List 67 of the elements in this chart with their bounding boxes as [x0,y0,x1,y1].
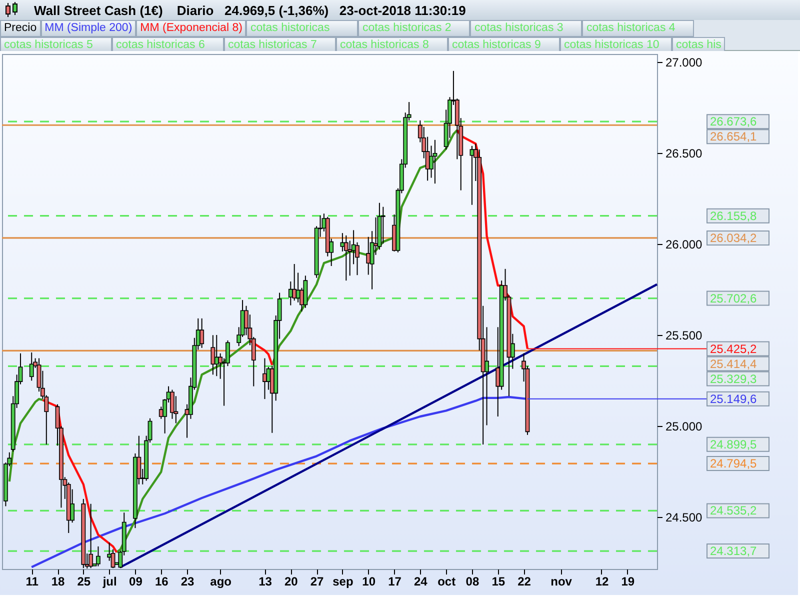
ref-line-label: 25.414,4 [710,356,758,371]
candlestick [88,503,94,569]
text: cotas historicas 3 [470,20,582,37]
candlestick [292,264,297,302]
x-tick-label: 16 [154,574,169,588]
x-tick-label: 19 [621,574,635,588]
candlestick [344,234,348,282]
x-tick-label: 11 [26,574,39,588]
ref-line-label: 26.155,8 [710,208,758,223]
text: cotas historicas 8 [336,37,448,54]
ref-line-label: 26.034,2 [710,230,758,245]
ref-line-label: 26.654,1 [710,130,758,144]
text: cotas his [672,37,726,54]
x-tick-label: 10 [362,574,376,588]
x-tick-label: oct [438,574,456,588]
x-tick-label: 22 [518,574,532,588]
text: cotas historicas 2 [358,20,470,37]
y-tick-label: 26.000 [666,238,703,252]
x-tick-label: 25 [77,574,91,588]
ref-line-label: 24.313,7 [710,544,758,558]
x-tick-label: 12 [595,574,609,588]
x-tick-label: nov [550,574,572,588]
y-tick-label: 27.000 [666,56,703,70]
x-tick-label: ago [210,574,232,588]
candlestick [366,236,371,276]
text: cotas historicas 10 [560,37,672,54]
ref-line-label: 24.535,2 [710,504,758,518]
chart-title: Wall Street Cash (1€) [34,2,163,18]
ref-line-label: 25.329,3 [710,372,758,386]
annotation: 25.149,6 [710,392,758,406]
text: cotas historicas 5 [0,37,112,54]
x-tick-label: 20 [284,574,298,588]
candlestick [200,318,204,348]
ref-line-label: 26.673,6 [710,114,758,129]
x-tick-label: 24 [414,574,428,588]
annotation: 25.425,2 [710,342,758,356]
x-tick-label: 18 [51,574,66,588]
text: cotas historicas 7 [224,37,336,54]
ref-line-label: 24.899,5 [710,437,758,452]
candlestick [170,389,174,420]
x-tick-label: 17 [388,574,402,588]
legend-label: MM (Simple 200) [40,20,136,37]
ref-line-label: 24.794,5 [710,456,758,471]
chart-subtitle: Diario 24.969,5 (-1,36%) 23-oct-2018 11:30:19 [176,2,466,18]
x-tick-label: 27 [310,574,324,588]
x-tick-label: 15 [492,574,506,588]
text: cotas historicas 4 [582,20,694,37]
x-tick-label: sep [332,574,354,588]
text: cotas historicas [246,20,358,37]
x-tick-label: 23 [180,574,195,588]
y-tick-label: 25.500 [666,328,703,343]
text: cotas historicas 6 [112,37,224,54]
x-tick-label: 09 [129,574,143,588]
y-tick-label: 25.000 [666,420,703,434]
candlestick [484,326,489,426]
text: Precio [0,20,41,37]
text: MM (Exponencial 8) [136,20,246,37]
text: cotas historicas 9 [448,37,560,54]
candlestick [29,352,34,382]
candlestick [96,546,100,567]
x-tick-label: 08 [466,574,480,588]
y-tick-label: 24.500 [666,510,703,525]
x-tick-label: 13 [258,574,272,588]
candlestick [210,334,216,376]
y-tick-label: 26.500 [666,146,703,161]
x-tick-label: jul [102,574,117,588]
ref-line-label: 25.702,6 [710,291,758,306]
